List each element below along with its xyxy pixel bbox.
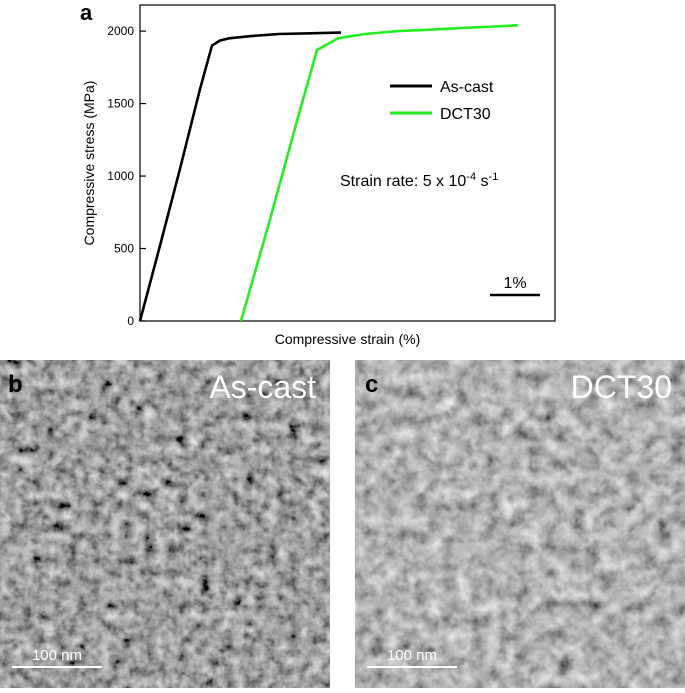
panel-label: a (80, 0, 93, 25)
scale-bar-label: 1% (503, 275, 526, 292)
data-line (239, 23, 519, 322)
y-axis-label: Compressive stress (MPa) (81, 81, 97, 246)
micrograph-image (0, 360, 330, 688)
annotation-part: Strain rate: 5 x 10 (340, 173, 466, 190)
y-tick-label: 500 (114, 242, 134, 256)
data-line (138, 31, 342, 322)
micrograph-title: DCT30 (571, 369, 672, 405)
annotation-part: s (476, 173, 488, 190)
panel-label: c (365, 371, 378, 398)
annotation-part: -4 (466, 171, 476, 183)
y-tick-label: 0 (127, 314, 134, 328)
legend-label: DCT30 (440, 106, 491, 123)
legend-label: As-cast (440, 79, 494, 96)
micrograph-title: As-cast (209, 369, 316, 405)
y-tick-label: 2000 (107, 24, 134, 38)
annotation-part: -1 (489, 171, 499, 183)
micrograph-image (355, 360, 685, 688)
y-tick-label: 1500 (107, 97, 134, 111)
scale-bar-label: 100 nm (32, 647, 82, 664)
annotation: Strain rate: 5 x 10-4 s-1 (340, 171, 498, 190)
plot-frame (139, 4, 556, 322)
x-axis-label: Compressive strain (%) (275, 331, 420, 347)
y-tick-label: 1000 (107, 169, 134, 183)
panel-label: b (8, 371, 23, 398)
scale-bar-label: 100 nm (387, 647, 437, 664)
